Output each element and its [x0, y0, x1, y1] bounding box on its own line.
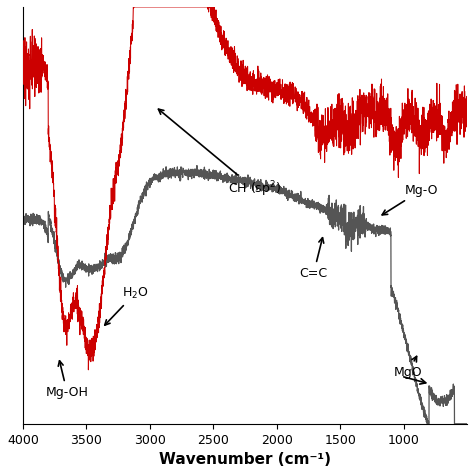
Text: H$_2$O: H$_2$O [105, 286, 148, 325]
X-axis label: Wavenumber (cm⁻¹): Wavenumber (cm⁻¹) [159, 452, 331, 467]
Text: MgO: MgO [393, 356, 422, 379]
Text: CH (sp$^2$): CH (sp$^2$) [158, 109, 282, 199]
Text: Mg-OH: Mg-OH [46, 361, 89, 399]
Text: Mg-O: Mg-O [382, 183, 438, 215]
Text: C=C: C=C [300, 238, 328, 280]
